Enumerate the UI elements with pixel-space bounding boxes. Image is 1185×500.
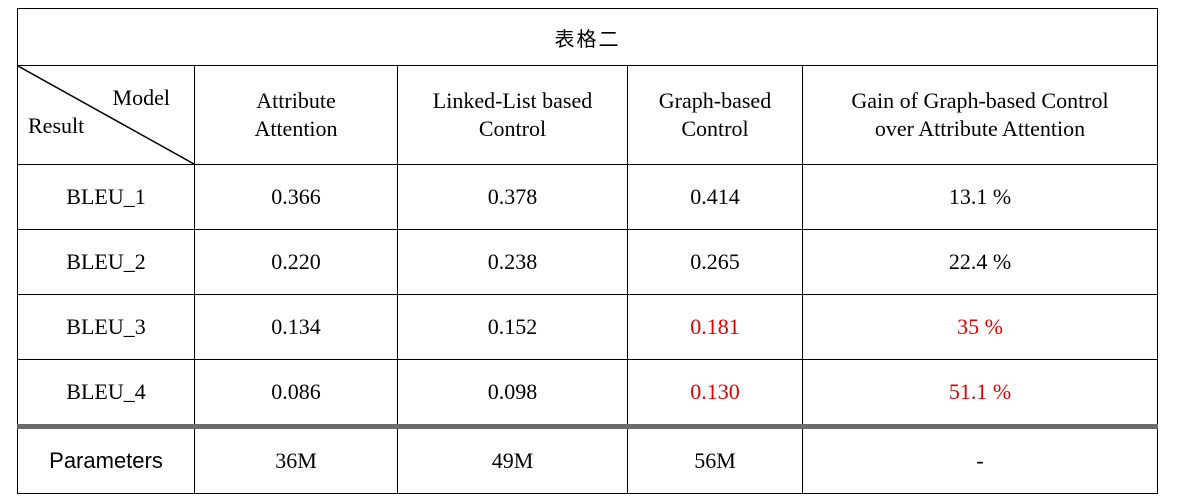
table-cell-highlighted: 0.130 (627, 359, 803, 427)
table-cell: 13.1 % (801, 164, 1159, 230)
table-row: BLEU_4 0.086 0.098 0.130 51.1 % (17, 359, 1159, 427)
row-label: BLEU_2 (17, 229, 195, 295)
table-cell: 0.098 (397, 359, 628, 427)
table-cell: 0.366 (194, 164, 398, 230)
column-header: Attribute Attention (194, 65, 398, 165)
row-label: BLEU_3 (17, 294, 195, 360)
corner-label-result: Result (28, 113, 85, 138)
table-cell: 36M (194, 424, 398, 494)
table-cell: 0.265 (627, 229, 803, 295)
table-cell: 49M (397, 424, 628, 494)
table-cell: 22.4 % (801, 229, 1159, 295)
table-row: BLEU_3 0.134 0.152 0.181 35 % (17, 294, 1159, 360)
table-cell: 0.134 (194, 294, 398, 360)
table-title: 表格二 (16, 8, 1159, 66)
column-header: Linked-List based Control (397, 65, 628, 165)
row-label: Parameters (17, 424, 195, 494)
column-header: Graph-based Control (627, 65, 803, 165)
table-cell: - (801, 424, 1159, 494)
column-header-text: Gain of Graph-based Control over Attribut… (851, 88, 1109, 141)
parameters-row: Parameters 36M 49M 56M - (17, 424, 1159, 494)
diagonal-divider (18, 66, 194, 164)
table-cell: 0.378 (397, 164, 628, 230)
table-cell-highlighted: 35 % (801, 294, 1159, 360)
table-cell: 0.414 (627, 164, 803, 230)
table-cell: 0.238 (397, 229, 628, 295)
row-label: BLEU_1 (17, 164, 195, 230)
table-cell: 0.152 (397, 294, 628, 360)
corner-label-model: Model (112, 85, 170, 110)
row-label: BLEU_4 (17, 359, 195, 427)
table-cell: 56M (627, 424, 803, 494)
column-header-text: Linked-List based Control (432, 88, 593, 141)
table-row: BLEU_1 0.366 0.378 0.414 13.1 % (17, 164, 1159, 230)
table-cell-highlighted: 51.1 % (801, 359, 1159, 427)
results-table: 表格二 Model Result Attribute Attention Link… (16, 8, 1159, 494)
column-header: Gain of Graph-based Control over Attribut… (801, 65, 1159, 165)
column-header-text: Attribute Attention (254, 88, 338, 141)
table-cell: 0.086 (194, 359, 398, 427)
column-header-text: Graph-based Control (658, 88, 772, 141)
table-cell-highlighted: 0.181 (627, 294, 803, 360)
table-row: BLEU_2 0.220 0.238 0.265 22.4 % (17, 229, 1159, 295)
table-cell: 0.220 (194, 229, 398, 295)
corner-header-cell: Model Result (17, 65, 195, 165)
